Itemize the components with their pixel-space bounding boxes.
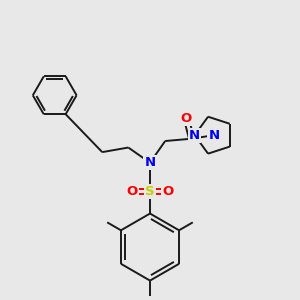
Text: N: N [189,129,200,142]
Text: N: N [144,156,156,169]
Text: S: S [145,185,155,198]
Text: O: O [181,112,192,125]
Text: O: O [127,185,138,198]
Text: N: N [208,129,220,142]
Text: O: O [162,185,173,198]
